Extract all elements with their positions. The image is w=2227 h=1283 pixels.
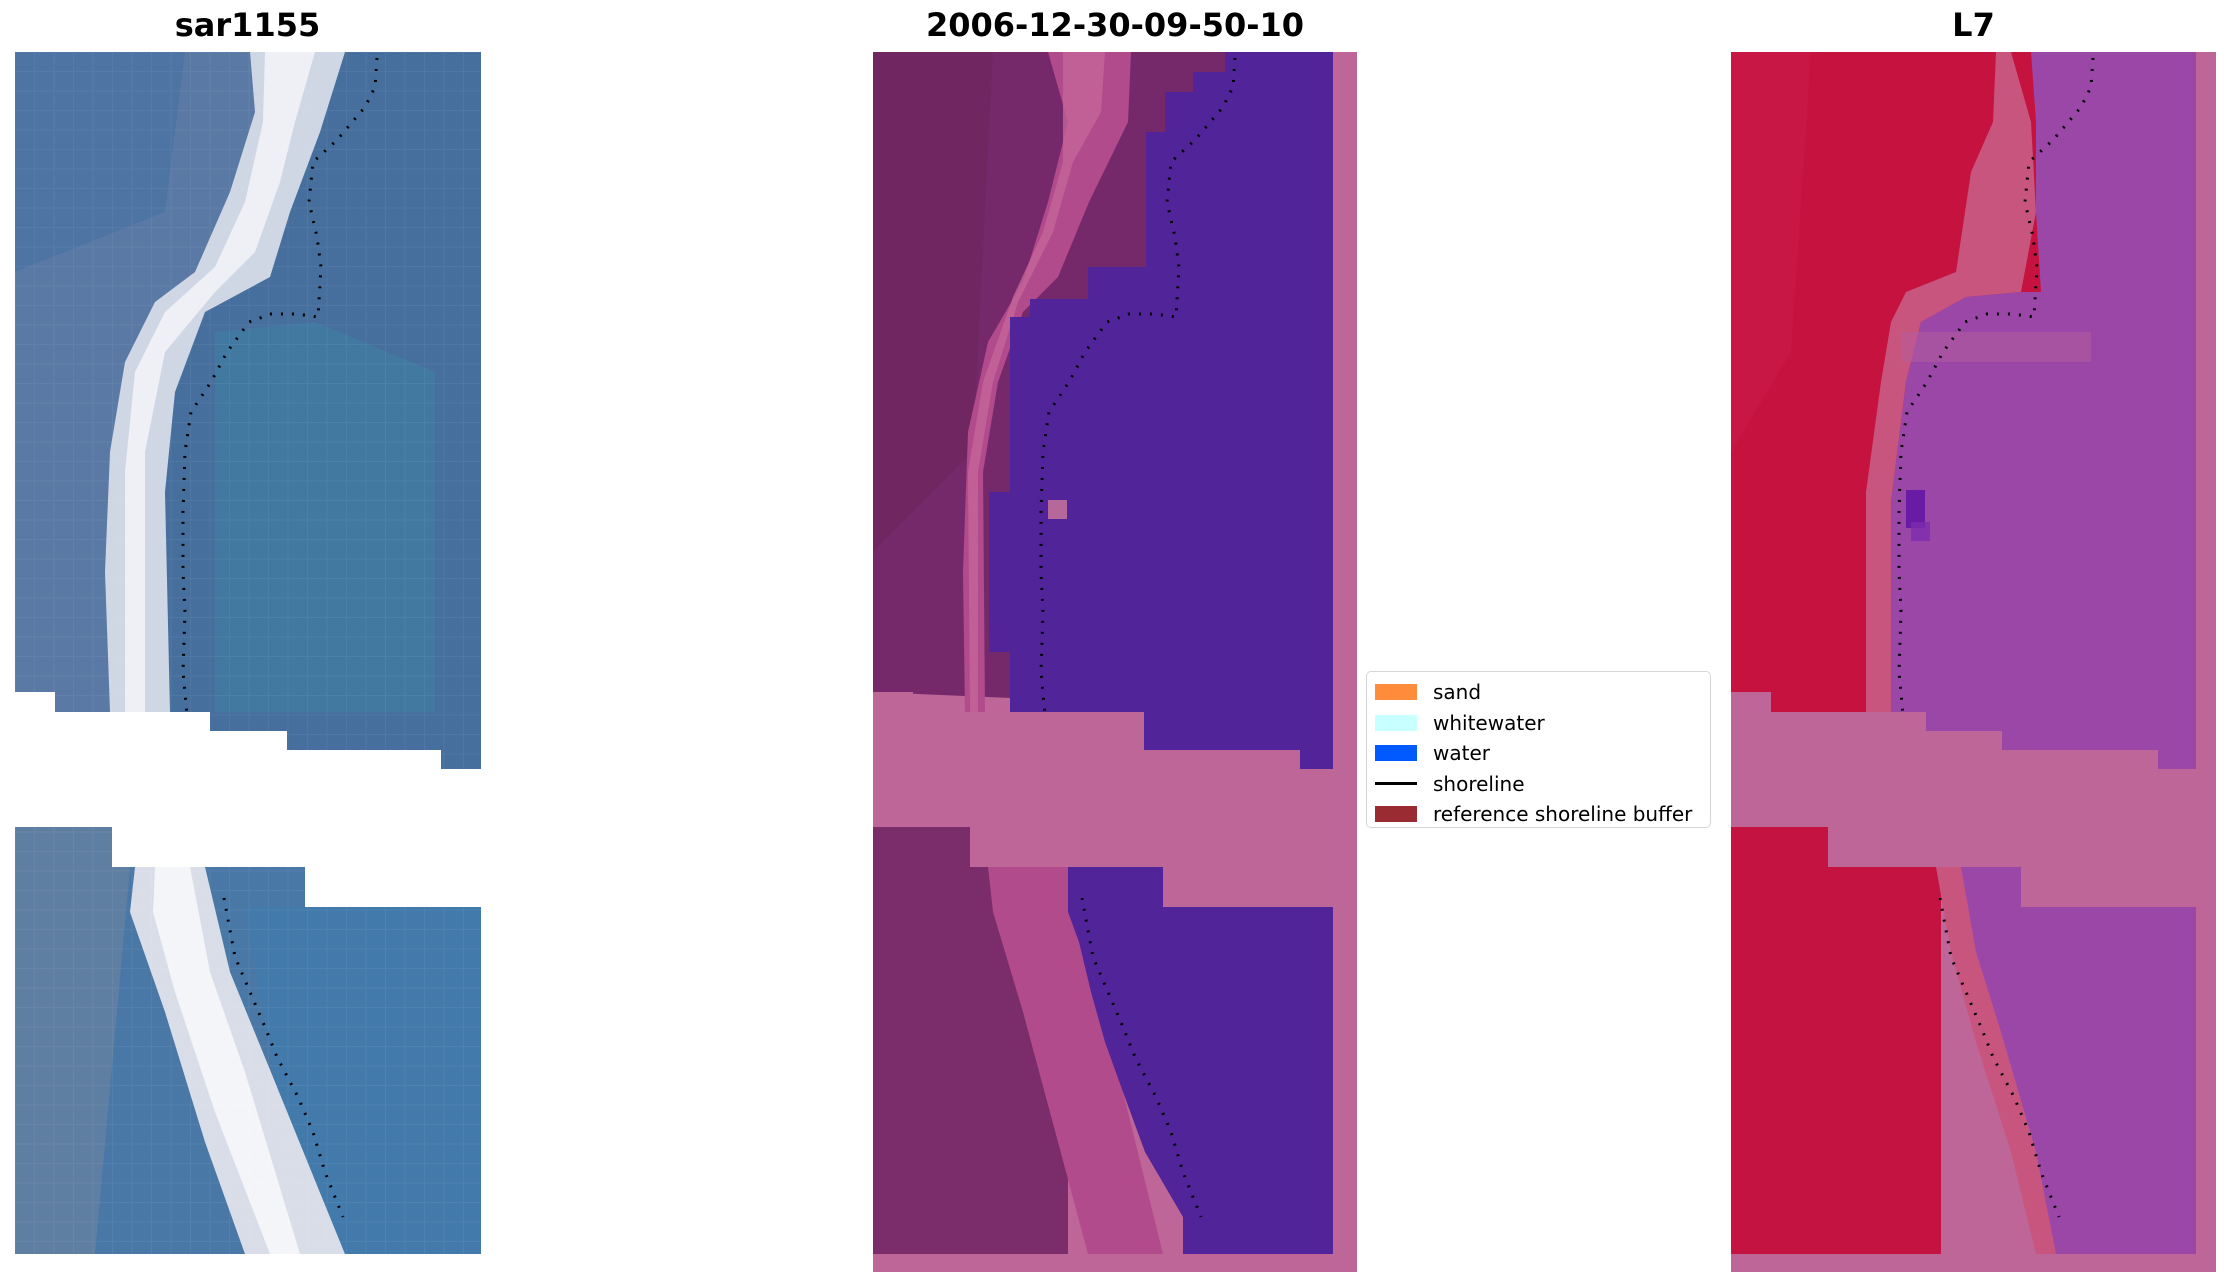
legend-item-reference-buffer: reference shoreline buffer [1375, 799, 1702, 830]
panel-title-index: L7 [1952, 6, 1995, 44]
index-image-panel [1731, 52, 2216, 1272]
legend-swatch-sand [1375, 684, 1417, 701]
rgb-image-lower [15, 827, 481, 1254]
shoreline-left [181, 57, 379, 1218]
legend-label-reference-buffer: reference shoreline buffer [1433, 802, 1693, 827]
legend-swatch-whitewater [1375, 714, 1417, 731]
rgb-image-upper [15, 52, 481, 769]
classified-image-panel [873, 52, 1357, 1272]
legend-label-water: water [1433, 741, 1490, 766]
panel-title-classified: 2006-12-30-09-50-10 [925, 6, 1305, 44]
legend-label-shoreline: shoreline [1433, 771, 1525, 796]
legend-line-shoreline [1375, 782, 1417, 786]
shoreline-right [1897, 57, 2095, 1218]
legend-swatch-water [1375, 745, 1417, 762]
shoreline-middle [1039, 57, 1237, 1218]
rgb-image-panel [15, 52, 481, 1254]
legend: sand whitewater water shoreline referenc… [1366, 671, 1711, 828]
legend-item-shoreline: shoreline [1375, 769, 1702, 800]
panel-title-rgb: sar1155 [174, 6, 321, 44]
legend-swatch-reference-buffer [1375, 806, 1417, 823]
legend-item-water: water [1375, 738, 1702, 769]
legend-label-sand: sand [1433, 680, 1482, 705]
legend-item-whitewater: whitewater [1375, 708, 1702, 739]
legend-label-whitewater: whitewater [1433, 710, 1545, 735]
legend-item-sand: sand [1375, 677, 1702, 708]
